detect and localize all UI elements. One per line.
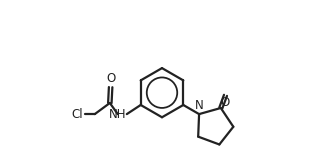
Text: Cl: Cl [71, 108, 83, 121]
Text: O: O [106, 72, 115, 85]
Text: O: O [221, 96, 230, 109]
Text: N: N [195, 99, 203, 112]
Text: NH: NH [109, 108, 126, 121]
